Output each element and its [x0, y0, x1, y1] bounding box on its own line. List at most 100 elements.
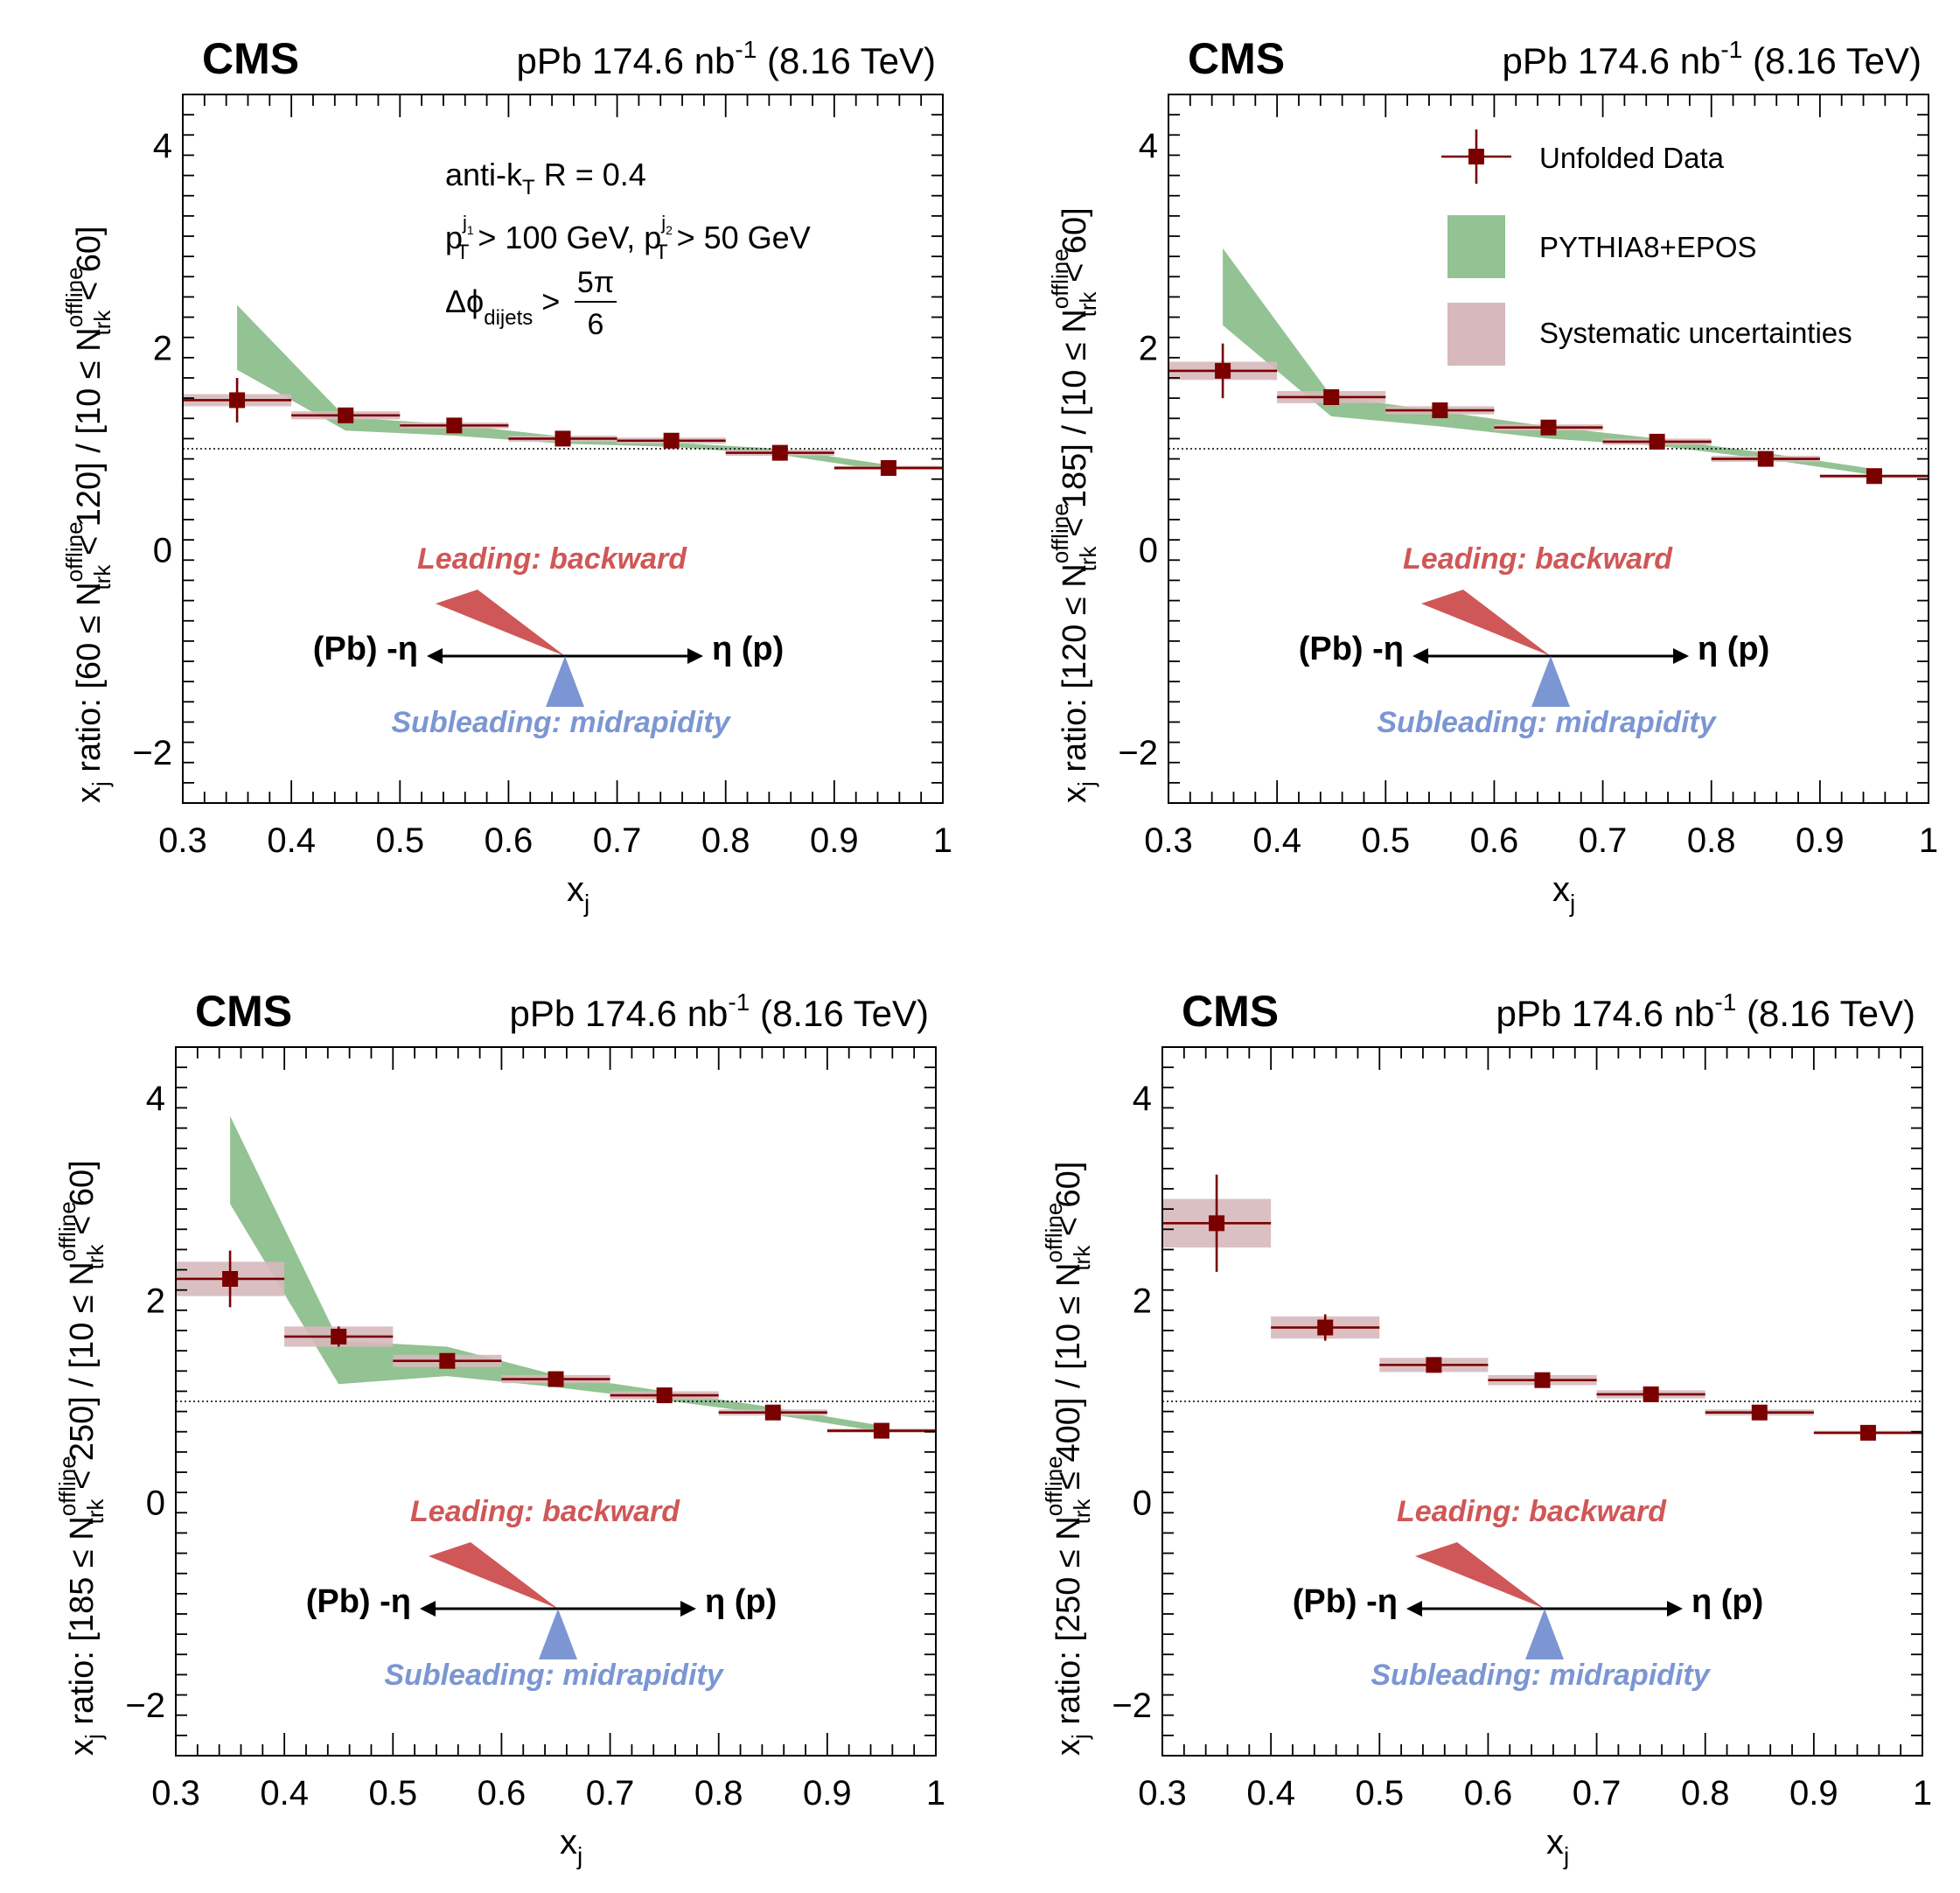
- plot-frame: [1168, 94, 1929, 804]
- p-direction-label: η (p): [1698, 631, 1769, 667]
- cms-label: CMS: [1182, 987, 1279, 1036]
- y-tick-label: 4: [1139, 127, 1158, 165]
- pb-direction-label: (Pb) -η: [306, 1583, 411, 1620]
- y-tick-label: 0: [1139, 532, 1158, 570]
- subleading-label: Subleading: midrapidity: [1377, 706, 1717, 739]
- x-tick-label: 0.5: [1355, 1774, 1404, 1813]
- x-tick-label: 0.4: [1246, 1774, 1295, 1813]
- data-point: [873, 1422, 889, 1439]
- mc-band: [230, 1115, 882, 1432]
- pb-direction-label: (Pb) -η: [313, 631, 418, 667]
- legend-data-label: Unfolded Data: [1539, 142, 1725, 174]
- x-tick-label: 0.9: [1796, 821, 1845, 860]
- subleading-jet-triangle: [1531, 656, 1570, 707]
- y-tick-label: 4: [1133, 1079, 1152, 1118]
- p-direction-label: η (p): [712, 631, 784, 667]
- y-tick-label: 0: [146, 1484, 165, 1523]
- legend: Unfolded Data PYTHIA8+EPOS Systematic unce…: [1441, 129, 1852, 366]
- jet-algorithm-text: anti-kT R = 0.4: [445, 157, 646, 199]
- x-tick-label: 0.9: [803, 1774, 852, 1813]
- y-tick-label: 2: [1139, 329, 1158, 367]
- arrow-right-icon: [1673, 648, 1689, 664]
- data-point: [880, 459, 896, 476]
- y-tick-label: 2: [153, 329, 172, 367]
- panel-1: 0.3 0.4 0.5 0.6 0.7 0.8 0.9 1 4 2 0 −2 xj xj ratio: […: [61, 34, 952, 917]
- x-tick-label: 0.3: [1138, 1774, 1187, 1813]
- y-axis-title: xj ratio: [250 ≤ Nofflinetrk ≤ 400] / [1…: [1041, 1162, 1095, 1756]
- lumi-label: pPb 174.6 nb-1 (8.16 TeV): [1503, 36, 1922, 81]
- x-tick-label: 0.7: [593, 821, 642, 860]
- cms-label: CMS: [202, 34, 299, 83]
- x-tick-label: 0.3: [1144, 821, 1193, 860]
- y-tick-label: 2: [1133, 1282, 1152, 1320]
- pt-cut-text: pj1 T > 100 GeV, pj2 T > 50 GeV: [445, 212, 811, 264]
- leading-label: Leading: backward: [1397, 1495, 1667, 1528]
- x-tick-label: 0.5: [368, 1774, 417, 1813]
- data-point: [1215, 362, 1231, 379]
- x-tick-label: 1: [933, 821, 952, 860]
- y-tick-label: −2: [125, 1687, 165, 1725]
- subleading-jet-triangle: [1525, 1609, 1564, 1659]
- data-point: [331, 1328, 347, 1345]
- data-point: [229, 392, 246, 409]
- x-tick-label: 0.7: [1573, 1774, 1622, 1813]
- rapidity-diagram: Leading: backward (Pb) -η η (p) Subleading:…: [1293, 1495, 1764, 1692]
- y-tick-label: 4: [153, 127, 172, 165]
- x-axis-title: xj: [1546, 1823, 1569, 1869]
- rapidity-diagram: Leading: backward (Pb) -η η (p) Subleading:…: [313, 542, 785, 739]
- y-tick-label: 0: [153, 532, 172, 570]
- dijet-selection-text: anti-kT R = 0.4 pj1 T > 100 GeV, pj2 T > 50…: [445, 157, 811, 341]
- data-point: [764, 1404, 781, 1421]
- data-point: [1432, 402, 1448, 419]
- legend-mc-swatch: [1447, 215, 1505, 278]
- x-tick-label: 0.3: [151, 1774, 200, 1813]
- x-tick-label: 0.5: [375, 821, 424, 860]
- x-tick-label: 0.8: [701, 821, 750, 860]
- y-axis-title: xj ratio: [120 ≤ Nofflinetrk < 185] / [1…: [1047, 207, 1101, 803]
- arrow-left-icon: [427, 648, 443, 664]
- pb-direction-label: (Pb) -η: [1299, 631, 1404, 667]
- data-point: [1534, 1372, 1551, 1388]
- data-point: [548, 1371, 564, 1387]
- y-axis-title: xj ratio: [185 ≤ Nofflinetrk < 250] / [1…: [54, 1160, 108, 1756]
- data-point: [1323, 388, 1340, 405]
- data-point: [1751, 1404, 1768, 1421]
- x-tick-label: 0.5: [1361, 821, 1410, 860]
- leading-jet-triangle: [429, 1542, 558, 1609]
- p-direction-label: η (p): [1691, 1583, 1763, 1620]
- x-tick-label: 1: [926, 1774, 945, 1813]
- x-axis-title: xj: [1552, 870, 1575, 917]
- delta-phi-text: Δϕdijets >: [445, 283, 560, 330]
- delta-phi-denominator: 6: [588, 308, 604, 341]
- x-tick-label: 0.6: [485, 821, 534, 860]
- y-tick-label: −2: [1118, 734, 1158, 772]
- x-tick-label: 0.4: [260, 1774, 309, 1813]
- leading-label: Leading: backward: [417, 542, 687, 576]
- lumi-label: pPb 174.6 nb-1 (8.16 TeV): [1496, 988, 1915, 1034]
- data-point: [663, 432, 680, 449]
- x-tick-label: 0.8: [694, 1774, 743, 1813]
- arrow-right-icon: [1667, 1601, 1683, 1617]
- data-point: [1540, 419, 1557, 436]
- x-tick-label: 0.4: [1252, 821, 1301, 860]
- x-tick-label: 0.7: [586, 1774, 635, 1813]
- data-point: [222, 1270, 239, 1287]
- data-point: [1649, 433, 1665, 450]
- leading-label: Leading: backward: [1403, 542, 1673, 576]
- arrow-right-icon: [687, 648, 703, 664]
- plot-frame: [182, 94, 944, 804]
- mc-band: [1223, 248, 1874, 476]
- data-point: [1859, 1424, 1876, 1441]
- x-tick-label: 1: [1919, 821, 1938, 860]
- data-point: [1426, 1357, 1442, 1373]
- legend-data-marker: [1468, 149, 1484, 164]
- y-tick-label: 4: [146, 1079, 165, 1118]
- panel-4: 0.3 0.4 0.5 0.6 0.7 0.8 0.9 1 4 2 0 −2 xj xj ratio: […: [1041, 987, 1932, 1869]
- x-axis-title: xj: [567, 870, 589, 917]
- p-direction-label: η (p): [705, 1583, 777, 1620]
- x-tick-label: 0.6: [478, 1774, 527, 1813]
- x-tick-label: 1: [1913, 1774, 1932, 1813]
- data-point: [1757, 451, 1774, 467]
- plot-frame: [1161, 1046, 1923, 1757]
